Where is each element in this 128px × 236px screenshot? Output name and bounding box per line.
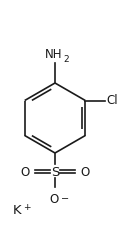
Text: O: O <box>80 167 89 180</box>
Text: S: S <box>51 167 59 180</box>
Text: O: O <box>21 167 30 180</box>
Text: 2: 2 <box>63 55 69 63</box>
Text: K: K <box>13 205 21 218</box>
Text: +: + <box>23 202 30 211</box>
Text: NH: NH <box>45 49 63 62</box>
Text: −: − <box>61 194 69 204</box>
Text: Cl: Cl <box>106 94 118 107</box>
Text: O: O <box>49 193 59 206</box>
